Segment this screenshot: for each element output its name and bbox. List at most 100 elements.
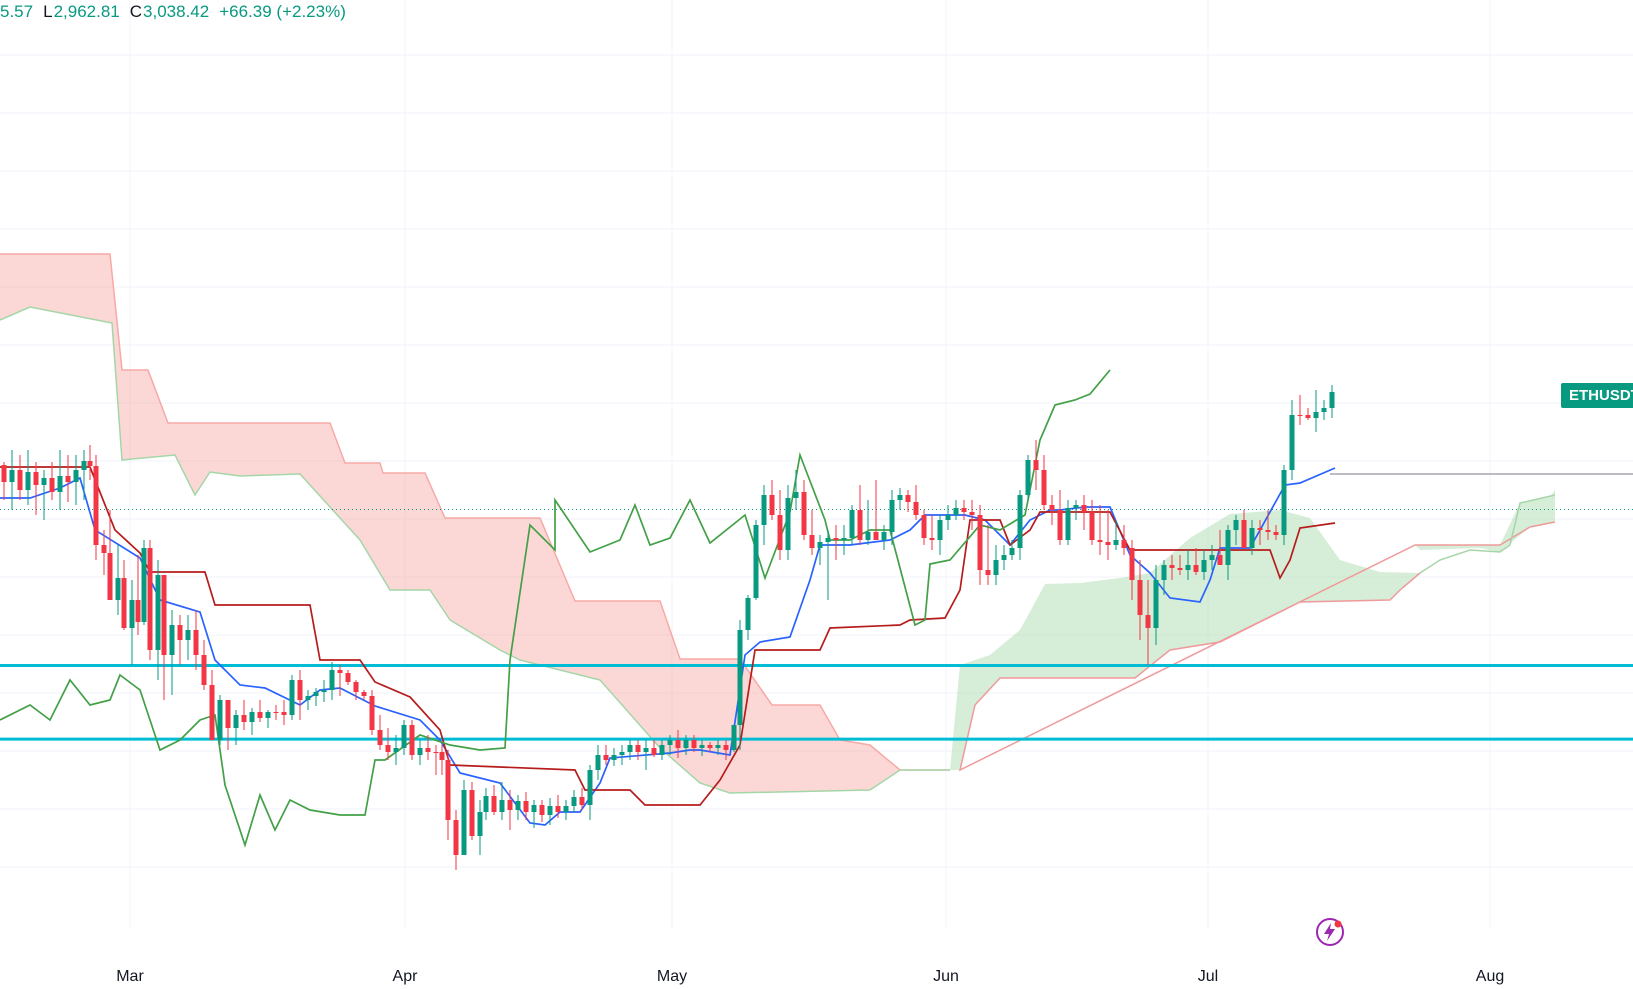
candle (1145, 580, 1151, 665)
candle-body (273, 712, 279, 713)
span-b-line (958, 521, 1556, 772)
candle-body (453, 820, 459, 855)
candle-body (627, 745, 633, 752)
grid (0, 0, 1633, 928)
candle-body (87, 461, 93, 466)
candle (675, 730, 681, 758)
candle-body (985, 570, 991, 575)
candle (873, 480, 879, 540)
candle (445, 750, 451, 840)
candle (507, 790, 513, 830)
candle (129, 580, 135, 665)
candle (155, 560, 161, 680)
candle (969, 500, 975, 530)
candle-body (515, 801, 521, 810)
candle-body (523, 801, 529, 812)
candle-body (17, 470, 23, 490)
candle (603, 745, 609, 765)
candle-body (977, 515, 983, 570)
candle (201, 640, 207, 690)
candle-body (737, 630, 743, 725)
candle (115, 545, 121, 615)
candle-body (1129, 548, 1135, 580)
candle (1281, 465, 1287, 545)
candle-body (1201, 560, 1207, 572)
candle (1137, 560, 1143, 640)
candle (699, 740, 705, 756)
candle (1305, 408, 1311, 420)
candle-body (1153, 580, 1159, 628)
candle-body (857, 510, 863, 540)
candle-body (345, 673, 351, 682)
candle-body (369, 696, 375, 730)
candle (1233, 515, 1239, 545)
candle (793, 470, 799, 510)
candle-body (185, 630, 191, 640)
candle-body (329, 670, 335, 690)
candle (1169, 555, 1175, 580)
candle (579, 788, 585, 810)
candle-body (281, 712, 287, 715)
candle (169, 610, 175, 695)
candle (1097, 505, 1103, 555)
candle-body (1313, 412, 1319, 418)
candle (1185, 550, 1191, 580)
candle-body (193, 630, 199, 655)
candle-body (1233, 520, 1239, 530)
candle-body (141, 548, 147, 622)
candle (57, 450, 63, 510)
candle-body (249, 712, 255, 722)
candle-body (93, 466, 99, 545)
candle (491, 785, 497, 815)
candle-body (929, 538, 935, 540)
candle-body (595, 755, 601, 770)
candle-body (305, 696, 311, 700)
candle (25, 450, 31, 505)
candle-body (643, 748, 649, 752)
candle-body (769, 495, 775, 515)
candle (1073, 500, 1079, 520)
candle (425, 735, 431, 760)
candle (1273, 525, 1279, 540)
candle (611, 748, 617, 766)
candle (531, 800, 537, 828)
candle (1313, 390, 1319, 432)
candle (715, 740, 721, 755)
candle-body (241, 715, 247, 722)
cloud-bear (0, 254, 950, 793)
candle-body (25, 472, 31, 490)
candle (1057, 490, 1063, 545)
candle-body (73, 470, 79, 482)
candle (945, 505, 951, 530)
candle-body (833, 538, 839, 540)
candle-body (753, 525, 759, 598)
candle-body (793, 492, 799, 498)
candle (737, 620, 743, 750)
candle-body (993, 560, 999, 575)
candle (1153, 565, 1159, 645)
candle-body (425, 748, 431, 752)
candle (121, 560, 127, 630)
candle-body (101, 545, 107, 553)
candle (745, 595, 751, 640)
candle-body (337, 670, 343, 673)
candle (433, 745, 439, 775)
candle-body (313, 692, 319, 696)
candle (393, 735, 399, 765)
candle-body (841, 538, 847, 540)
candle (555, 795, 561, 818)
close-value: 3,038.42 (143, 2, 210, 21)
candle-body (699, 745, 705, 748)
candle-body (433, 752, 439, 753)
candle-body (1025, 460, 1031, 495)
lightning-icon[interactable] (1314, 916, 1346, 948)
candle (477, 800, 483, 855)
candle (1201, 550, 1207, 580)
horizontal-levels[interactable] (0, 473, 1633, 741)
candle-body (33, 472, 39, 485)
candle (921, 510, 927, 545)
candle (515, 795, 521, 820)
candle (619, 745, 625, 765)
